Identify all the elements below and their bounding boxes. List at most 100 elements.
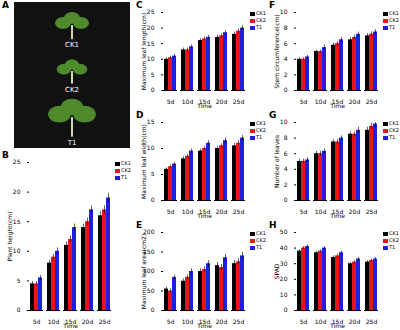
html-text:B: B: [2, 150, 9, 160]
svg-text:25d: 25d: [366, 318, 378, 325]
svg-text:25: 25: [13, 158, 21, 165]
svg-text:4: 4: [284, 165, 288, 172]
svg-text:Maximum leaf length(cm): Maximum leaf length(cm): [140, 13, 148, 90]
svg-text:10: 10: [280, 291, 288, 298]
svg-text:8: 8: [284, 134, 288, 141]
svg-text:40: 40: [280, 244, 288, 251]
svg-text:20d: 20d: [82, 318, 94, 325]
svg-text:Time: Time: [196, 322, 212, 329]
svg-text:20d: 20d: [349, 98, 361, 105]
svg-text:5d: 5d: [33, 318, 41, 325]
svg-text:10: 10: [147, 144, 155, 151]
html-text:A: A: [2, 0, 9, 10]
svg-text:20: 20: [13, 188, 21, 195]
svg-text:10d: 10d: [48, 318, 60, 325]
html-text:T1: T1: [121, 174, 128, 180]
svg-text:20: 20: [280, 275, 288, 282]
svg-text:25d: 25d: [233, 208, 245, 215]
svg-text:5: 5: [17, 277, 21, 284]
svg-text:30: 30: [280, 260, 288, 267]
svg-text:20d: 20d: [216, 318, 228, 325]
svg-text:SPAD: SPAD: [273, 263, 280, 279]
svg-text:25d: 25d: [99, 318, 111, 325]
svg-text:10: 10: [280, 8, 288, 15]
svg-text:6: 6: [284, 40, 288, 47]
svg-text:Time: Time: [62, 322, 78, 329]
svg-text:6: 6: [284, 150, 288, 157]
html-text:G: G: [269, 110, 277, 120]
svg-text:5d: 5d: [300, 318, 308, 325]
svg-text:5d: 5d: [300, 98, 308, 105]
svg-text:20d: 20d: [349, 318, 361, 325]
svg-text:100: 100: [143, 267, 155, 275]
svg-text:5: 5: [151, 71, 155, 78]
svg-text:10: 10: [147, 55, 155, 62]
svg-text:10d: 10d: [182, 208, 194, 215]
svg-text:15: 15: [147, 118, 155, 125]
svg-text:0: 0: [284, 86, 288, 93]
svg-text:Time: Time: [329, 322, 345, 329]
html-text:F: F: [269, 0, 276, 10]
svg-text:25d: 25d: [366, 98, 378, 105]
svg-text:15: 15: [13, 218, 21, 225]
svg-text:Plant height(cm): Plant height(cm): [6, 212, 14, 262]
svg-text:Time: Time: [329, 102, 345, 109]
svg-text:Number of leaves: Number of leaves: [273, 135, 280, 188]
svg-text:25d: 25d: [366, 208, 378, 215]
svg-text:Maximum leaf area(cm2): Maximum leaf area(cm2): [140, 234, 147, 310]
svg-text:20d: 20d: [349, 208, 361, 215]
html-text:CK2: CK2: [256, 127, 266, 133]
svg-text:Time: Time: [329, 212, 345, 219]
svg-text:150: 150: [143, 247, 155, 255]
svg-text:T1: T1: [67, 139, 77, 147]
svg-text:5d: 5d: [300, 208, 308, 215]
svg-text:CK1: CK1: [65, 41, 79, 49]
svg-text:0: 0: [17, 306, 21, 313]
svg-text:10d: 10d: [315, 208, 327, 215]
html-text:D: D: [136, 110, 144, 120]
svg-text:50: 50: [147, 287, 155, 294]
svg-text:15: 15: [147, 40, 155, 47]
html-text:CK1: CK1: [121, 160, 131, 166]
html-text:CK2: CK2: [121, 167, 131, 173]
svg-text:CK2: CK2: [65, 86, 79, 94]
html-text:CK1: CK1: [256, 10, 266, 16]
html-text:C: C: [136, 0, 143, 10]
html-text:CK2: CK2: [256, 17, 266, 23]
svg-text:0: 0: [284, 196, 288, 203]
html-text:T1: T1: [256, 24, 263, 30]
svg-text:10: 10: [13, 247, 21, 254]
svg-text:5: 5: [151, 170, 155, 177]
svg-text:20d: 20d: [216, 98, 228, 105]
svg-text:25d: 25d: [233, 98, 245, 105]
html-text:H: H: [269, 220, 277, 230]
svg-text:5d: 5d: [167, 98, 175, 105]
svg-text:10d: 10d: [315, 318, 327, 325]
svg-text:5d: 5d: [167, 318, 175, 325]
svg-text:10: 10: [280, 118, 288, 125]
svg-text:20d: 20d: [216, 208, 228, 215]
svg-text:200: 200: [143, 228, 155, 236]
svg-text:10d: 10d: [315, 98, 327, 105]
svg-text:0: 0: [151, 306, 155, 313]
svg-text:25d: 25d: [233, 318, 245, 325]
svg-text:4: 4: [284, 55, 288, 62]
svg-text:5d: 5d: [167, 208, 175, 215]
svg-text:Stem circumference(cm): Stem circumference(cm): [273, 14, 280, 88]
html-text:E: E: [136, 220, 143, 230]
svg-text:25: 25: [147, 8, 155, 15]
svg-text:2: 2: [284, 181, 288, 188]
svg-text:0: 0: [151, 196, 155, 203]
svg-text:0: 0: [284, 306, 288, 313]
html-text:CK1: CK1: [256, 120, 266, 126]
svg-text:Time: Time: [196, 212, 212, 219]
svg-text:Time: Time: [196, 102, 212, 109]
svg-text:50: 50: [280, 228, 288, 235]
svg-text:Maximum leaf width(cm): Maximum leaf width(cm): [140, 124, 147, 199]
svg-text:10d: 10d: [182, 318, 194, 325]
svg-text:8: 8: [284, 24, 288, 31]
svg-text:0: 0: [151, 86, 155, 93]
svg-text:20: 20: [147, 24, 155, 31]
svg-text:2: 2: [284, 71, 288, 78]
svg-text:10d: 10d: [182, 98, 194, 105]
